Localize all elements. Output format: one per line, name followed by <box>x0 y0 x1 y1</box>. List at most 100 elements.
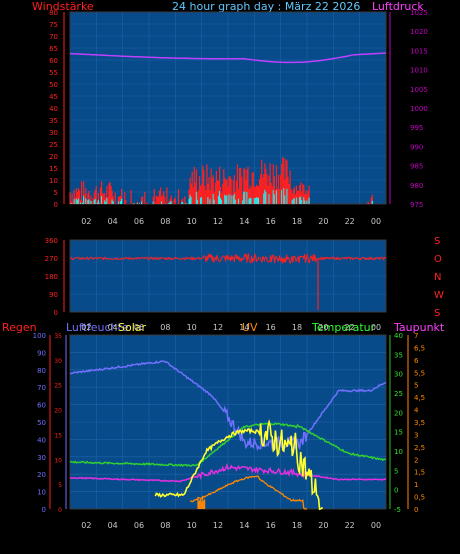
wind-speed-tick: 30 <box>49 129 58 137</box>
compass-letter: N <box>434 272 441 283</box>
climate-x-tick: 02 <box>81 521 91 530</box>
wind-x-tick: 08 <box>160 217 170 226</box>
humidity-tick: 20 <box>37 471 46 479</box>
wind-x-tick: 04 <box>108 217 118 226</box>
wind-direction-x-tick: 12 <box>213 323 223 332</box>
wind-direction-x-tick: 06 <box>134 323 144 332</box>
rain-tick: 10 <box>54 457 62 464</box>
wind-x-tick: 12 <box>213 217 223 226</box>
solar-line <box>154 418 324 511</box>
wind-speed-tick: 35 <box>49 117 58 125</box>
wind-direction-x-tick: 16 <box>266 323 276 332</box>
humidity-tick: 70 <box>37 384 46 392</box>
climate-x-tick: 04 <box>108 521 118 530</box>
wind-speed-tick: 70 <box>49 33 58 41</box>
wind-speed-tick: 50 <box>49 81 58 89</box>
uv-tick: 3 <box>414 431 418 439</box>
uv-tick: 5,5 <box>414 369 425 377</box>
rain-tick: 25 <box>54 383 62 390</box>
compass-letter: S <box>434 236 440 247</box>
uv-tick: 3,5 <box>414 419 425 427</box>
wind-direction-x-tick: 22 <box>345 323 355 332</box>
climate-x-tick: 12 <box>213 521 223 530</box>
pressure-tick: 990 <box>410 143 423 151</box>
wind-x-tick: 02 <box>81 217 91 226</box>
chart-title: 24 hour graph day : März 22 2026 <box>172 0 361 13</box>
pressure-tick: 1000 <box>410 105 428 113</box>
wind-direction-tick: 90 <box>49 291 58 299</box>
wind-x-tick: 06 <box>134 217 144 226</box>
climate-x-tick: 14 <box>239 521 249 530</box>
climate-x-tick: 10 <box>187 521 197 530</box>
wind-speed-tick: 10 <box>49 177 58 185</box>
solar-axis-label: Solar <box>118 321 147 334</box>
wind-speed-tick: 40 <box>49 105 58 113</box>
temperature-tick: 35 <box>394 351 403 359</box>
wind-direction-x-tick: 20 <box>318 323 328 332</box>
humidity-tick: 60 <box>37 402 46 410</box>
wind-direction-x-tick: 08 <box>160 323 170 332</box>
dewpoint-axis-label: Taupunkt <box>394 321 445 334</box>
climate-x-tick: 18 <box>292 521 302 530</box>
pressure-tick: 995 <box>410 124 423 132</box>
climate-x-tick: 22 <box>345 521 355 530</box>
humidity-line <box>69 360 387 452</box>
uv-tick: 0,5 <box>414 494 425 502</box>
humidity-tick: 40 <box>37 436 46 444</box>
wind-speed-tick: 20 <box>49 153 58 161</box>
uv-tick: 6,5 <box>414 344 425 352</box>
rain-tick: 5 <box>58 482 62 489</box>
wind-x-tick: 00 <box>371 217 381 226</box>
humidity-tick: 30 <box>37 454 46 462</box>
wind-direction-tick: 360 <box>45 237 58 245</box>
compass-letter: W <box>434 290 444 301</box>
pressure-tick: 975 <box>410 201 423 209</box>
pressure-tick: 1025 <box>410 9 428 17</box>
uv-tick: 1,5 <box>414 469 425 477</box>
pressure-axis-label: Luftdruck <box>372 0 424 13</box>
wind-x-tick: 14 <box>239 217 249 226</box>
rain-tick: 0 <box>58 507 62 514</box>
uv-tick: 2 <box>414 456 418 464</box>
wind-speed-tick: 55 <box>49 69 58 77</box>
wind-speed-tick: 15 <box>49 165 58 173</box>
pressure-tick: 1020 <box>410 28 428 36</box>
rain-axis-label: Regen <box>2 321 37 334</box>
wind-speed-tick: 25 <box>49 141 58 149</box>
temperature-tick: -5 <box>394 506 401 514</box>
humidity-tick: 80 <box>37 367 46 375</box>
temperature-line <box>69 422 387 467</box>
temperature-tick: 40 <box>394 332 403 340</box>
uv-tick: 4,5 <box>414 394 425 402</box>
climate-x-tick: 06 <box>134 521 144 530</box>
pressure-tick: 1005 <box>410 86 428 94</box>
wind-direction-tick: 0 <box>54 309 58 317</box>
wind-speed-tick: 65 <box>49 45 58 53</box>
dewpoint-line <box>69 462 387 483</box>
wind-direction-x-tick: 04 <box>108 323 118 332</box>
wind-x-tick: 16 <box>266 217 276 226</box>
wind-speed-tick: 75 <box>49 21 58 29</box>
wind-x-tick: 10 <box>187 217 197 226</box>
wind-direction-x-tick: 18 <box>292 323 302 332</box>
humidity-tick: 10 <box>37 489 46 497</box>
wind-direction-tick: 270 <box>45 255 58 263</box>
rain-tick: 20 <box>54 408 62 415</box>
humidity-tick: 90 <box>37 349 46 357</box>
pressure-tick: 980 <box>410 182 423 190</box>
climate-x-tick: 16 <box>266 521 276 530</box>
uv-tick: 7 <box>414 332 418 340</box>
pressure-tick: 1015 <box>410 47 428 55</box>
pressure-line <box>69 52 387 64</box>
rain-tick: 30 <box>54 358 62 365</box>
wind-direction-x-tick: 02 <box>81 323 91 332</box>
uv-tick: 4 <box>414 407 419 415</box>
uv-tick: 6 <box>414 357 419 365</box>
wind-x-tick: 22 <box>345 217 355 226</box>
climate-x-tick: 08 <box>160 521 170 530</box>
wind-speed-axis-label: Windstärke <box>32 0 94 13</box>
wind-direction-x-tick: 14 <box>239 323 249 332</box>
humidity-tick: 0 <box>42 506 46 514</box>
uv-axis-label: UV <box>242 321 258 334</box>
